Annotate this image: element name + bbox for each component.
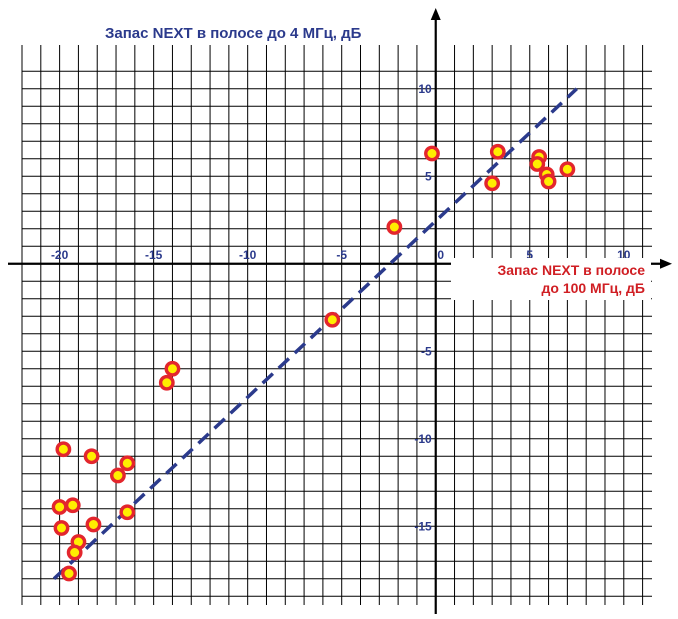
data-point [164, 360, 181, 377]
x-tick-label: 5 [526, 248, 533, 262]
x-axis-arrow [660, 258, 672, 269]
data-point [424, 145, 440, 162]
y-axis-title: Запас NEXT в полосе до 4 МГц, дБ [105, 25, 362, 42]
trend-line-group [52, 87, 578, 581]
data-points [51, 143, 576, 582]
data-point [53, 520, 70, 536]
data-point [85, 516, 102, 533]
data-point [119, 455, 136, 472]
x-axis-title-line-2: до 100 МГц, дБ [541, 280, 645, 296]
data-point [119, 504, 136, 521]
data-point [484, 175, 501, 192]
x-tick-label: -20 [51, 248, 69, 262]
data-point [158, 374, 175, 391]
data-point [559, 161, 576, 178]
y-tick-label: -5 [421, 344, 432, 358]
data-point [83, 448, 100, 465]
data-point [489, 143, 506, 160]
axes [8, 8, 672, 614]
x-tick-label: 0 [437, 248, 444, 262]
data-point [51, 499, 68, 515]
data-point [540, 173, 557, 190]
data-point [529, 156, 546, 172]
data-point [61, 565, 77, 582]
y-tick-label: -10 [414, 432, 432, 446]
y-axis-arrow [430, 8, 441, 20]
data-point [324, 311, 341, 328]
data-point [64, 497, 81, 514]
y-tick-label: 5 [425, 169, 432, 183]
x-tick-label: -10 [239, 248, 257, 262]
trend-line [52, 87, 578, 581]
data-point [386, 219, 403, 235]
data-point [110, 467, 126, 484]
data-point [66, 544, 83, 561]
x-tick-label: -15 [145, 248, 163, 262]
x-axis-title-line-1: Запас NEXT в полосе [497, 262, 645, 278]
y-tick-label: 10 [418, 82, 432, 96]
x-axis-title-background [451, 258, 651, 300]
x-tick-label: -5 [336, 248, 347, 262]
data-point [55, 441, 72, 458]
y-tick-label: -15 [414, 519, 432, 533]
